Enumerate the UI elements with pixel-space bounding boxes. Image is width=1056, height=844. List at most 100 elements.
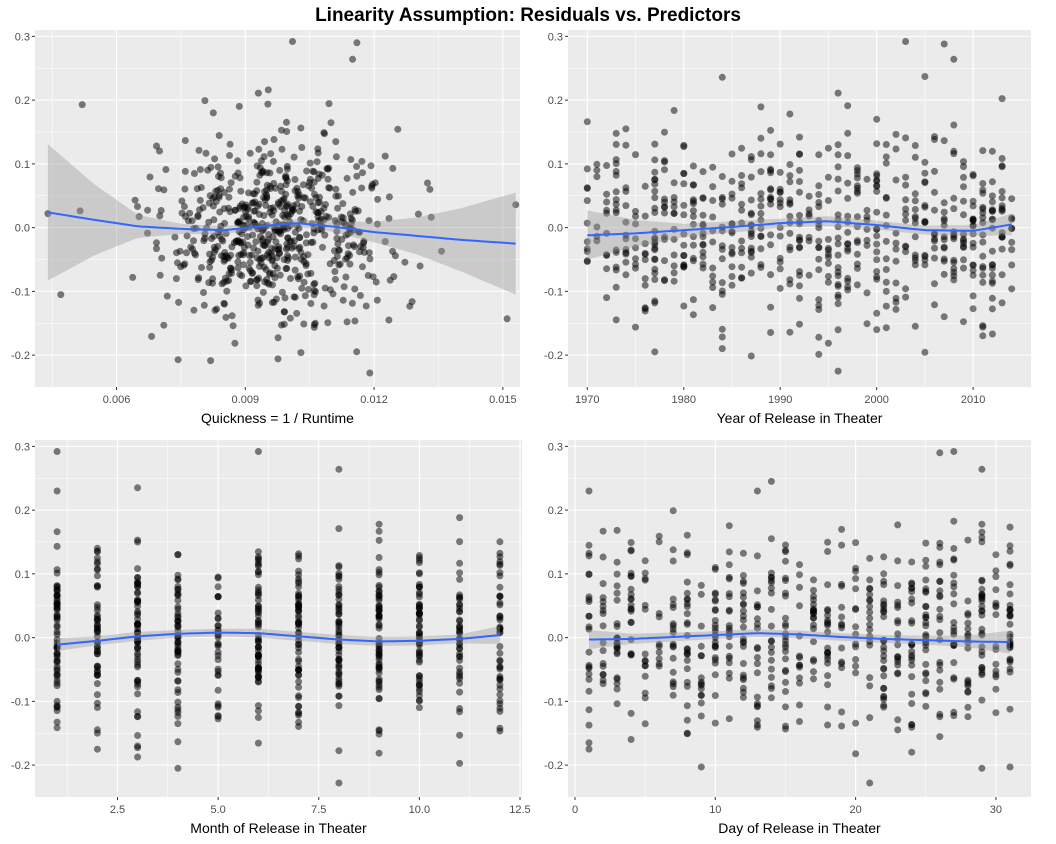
confidence-band <box>47 144 516 295</box>
data-point <box>335 465 343 473</box>
data-point <box>295 644 303 652</box>
data-point <box>641 240 649 248</box>
data-point <box>824 173 832 181</box>
data-point <box>424 179 431 187</box>
x-tick-label: 2000 <box>864 394 888 406</box>
data-point <box>627 709 635 717</box>
data-point <box>936 539 944 547</box>
data-point <box>753 603 761 611</box>
data-point <box>599 598 607 606</box>
data-point <box>496 599 504 607</box>
data-point <box>295 718 303 726</box>
x-tick-label: 30 <box>990 804 1002 816</box>
data-point <box>894 601 902 609</box>
data-point <box>1006 547 1014 555</box>
data-point <box>882 159 890 167</box>
data-point <box>767 584 775 592</box>
data-point <box>824 272 832 280</box>
data-point <box>254 702 262 710</box>
smooth-line <box>47 211 516 245</box>
data-point <box>622 141 630 149</box>
data-point <box>670 203 678 211</box>
data-point <box>739 693 747 701</box>
data-point <box>824 619 832 626</box>
data-point <box>174 605 182 613</box>
data-point <box>295 607 303 615</box>
data-point <box>613 596 621 604</box>
data-point <box>931 301 938 309</box>
data-point <box>406 302 414 310</box>
data-point <box>456 569 464 577</box>
data-point <box>210 248 218 256</box>
data-point <box>902 216 910 224</box>
data-point <box>697 763 705 771</box>
data-point <box>940 257 948 265</box>
y-tick-label: -0.1 <box>11 696 30 708</box>
data-point <box>670 107 678 114</box>
data-point <box>178 209 186 217</box>
data-point <box>711 606 719 613</box>
data-point <box>844 194 852 202</box>
data-point <box>456 688 464 696</box>
data-point <box>214 242 222 250</box>
data-point <box>215 132 223 139</box>
data-point <box>815 296 823 304</box>
data-point <box>753 669 761 677</box>
data-point <box>728 177 736 185</box>
data-point <box>979 147 987 155</box>
data-point <box>438 247 445 255</box>
data-point <box>415 677 423 685</box>
data-point <box>767 185 775 193</box>
data-point <box>757 150 765 158</box>
data-point <box>988 192 996 200</box>
data-point <box>988 215 996 223</box>
data-point <box>873 208 881 216</box>
data-point <box>931 244 938 252</box>
data-point <box>936 678 944 686</box>
data-point <box>268 211 276 219</box>
data-point <box>964 625 972 633</box>
data-point <box>612 129 620 137</box>
data-point <box>214 609 222 617</box>
data-point <box>131 196 139 204</box>
data-point <box>181 167 189 175</box>
data-point <box>93 699 101 707</box>
data-point <box>375 566 383 574</box>
data-point <box>641 212 649 220</box>
data-point <box>979 252 987 260</box>
data-point <box>174 551 182 559</box>
data-point <box>415 629 423 637</box>
data-point <box>269 204 277 212</box>
data-point <box>1006 612 1014 620</box>
data-point <box>964 632 972 640</box>
data-point <box>824 581 832 589</box>
data-point <box>335 575 343 583</box>
data-point <box>93 616 101 624</box>
data-point <box>922 576 930 584</box>
data-point <box>222 313 230 321</box>
data-point <box>824 628 832 636</box>
data-point <box>297 349 305 357</box>
data-point <box>689 311 697 319</box>
data-point <box>908 700 916 707</box>
data-point <box>375 602 383 610</box>
data-point <box>226 185 233 193</box>
data-point <box>786 328 794 336</box>
data-point <box>291 266 299 274</box>
data-point <box>950 121 958 129</box>
data-point <box>593 223 601 231</box>
data-point <box>866 674 874 682</box>
data-point <box>776 284 784 292</box>
data-point <box>776 140 784 148</box>
data-point <box>343 318 351 326</box>
data-point <box>295 683 303 691</box>
data-point <box>282 174 290 182</box>
data-point <box>277 230 285 238</box>
data-point <box>911 322 919 330</box>
data-point <box>585 687 593 695</box>
data-point <box>992 573 1000 581</box>
data-point <box>227 264 234 272</box>
data-point <box>921 251 929 259</box>
data-point <box>908 641 916 649</box>
data-point <box>873 268 881 275</box>
